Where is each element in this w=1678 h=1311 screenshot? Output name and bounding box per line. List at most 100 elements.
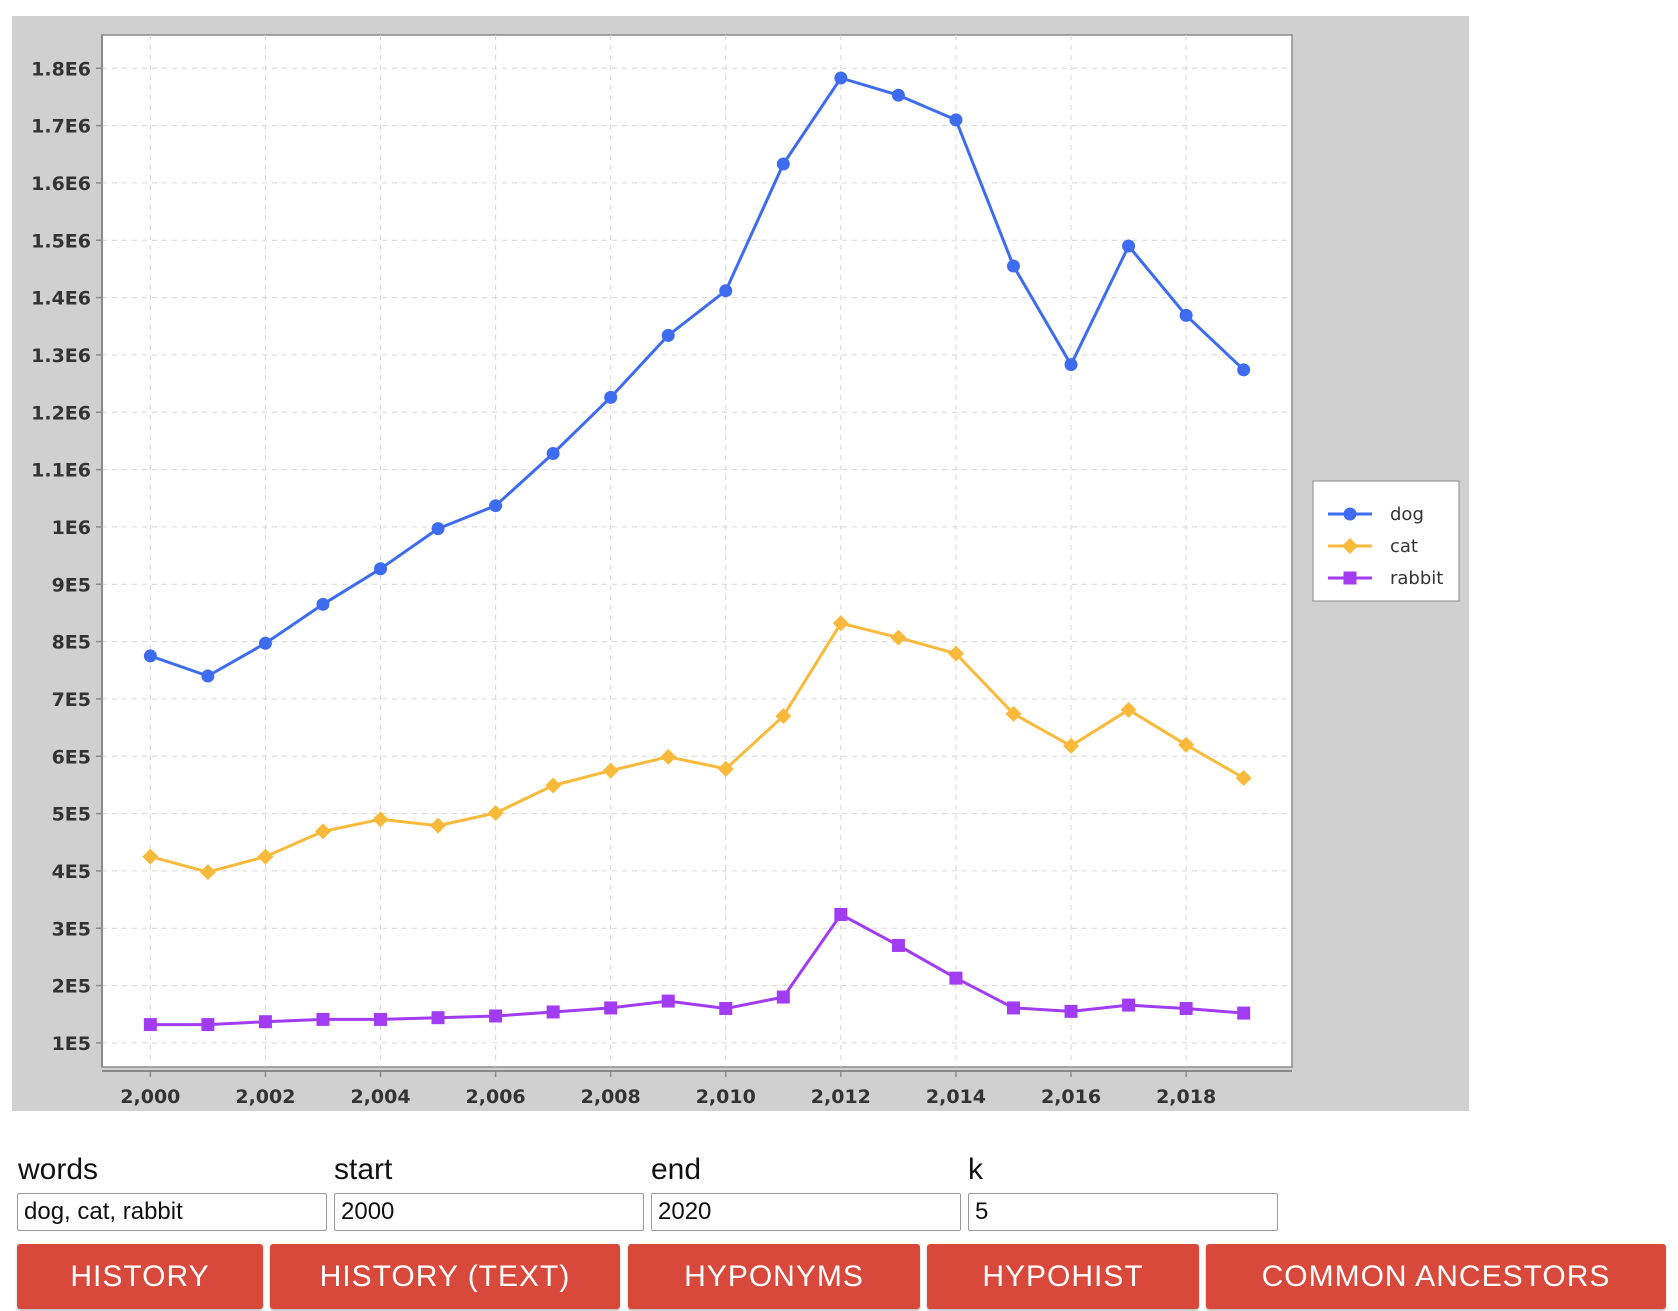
data-point-cat: [314, 823, 331, 840]
x-tick-label: 2,002: [235, 1086, 295, 1108]
y-tick-label: 5E5: [52, 804, 91, 826]
y-tick-label: 1.2E6: [31, 402, 91, 424]
data-point-cat: [487, 805, 504, 822]
data-point-dog: [143, 649, 157, 663]
data-point-dog: [949, 113, 963, 127]
words-input[interactable]: [17, 1193, 327, 1231]
data-point-dog: [258, 636, 272, 650]
data-point-dog: [489, 499, 503, 513]
data-point-dog: [719, 284, 733, 298]
axes: [96, 35, 1292, 1077]
legend-item-dog: dog: [1328, 504, 1424, 525]
x-tick-label: 2,016: [1041, 1086, 1101, 1108]
data-point-cat: [1178, 736, 1195, 753]
data-point-cat: [775, 708, 792, 725]
data-point-dog: [1122, 239, 1136, 253]
data-point-rabbit: [143, 1018, 157, 1032]
grid-lines: [102, 35, 1292, 1067]
legend-label: dog: [1390, 504, 1424, 525]
data-point-cat: [430, 817, 447, 834]
y-tick-label: 2E5: [52, 976, 91, 998]
series-line-rabbit: [150, 913, 1244, 1027]
data-point-dog: [1237, 363, 1251, 377]
data-point-dog: [604, 390, 618, 404]
data-point-dog: [661, 328, 675, 342]
y-tick-label: 1.3E6: [31, 345, 91, 367]
hypohist-button[interactable]: HYPOHIST: [927, 1244, 1199, 1309]
x-tick-label: 2,018: [1156, 1086, 1216, 1108]
legend-marker: [1343, 507, 1357, 521]
data-point-dog: [1006, 259, 1020, 273]
x-tick-label: 2,012: [811, 1086, 871, 1108]
data-point-rabbit: [834, 907, 848, 921]
data-point-cat: [1005, 705, 1022, 722]
y-tick-label: 1.7E6: [31, 116, 91, 138]
y-tick-label: 8E5: [52, 632, 91, 654]
data-point-rabbit: [258, 1015, 272, 1029]
history-button[interactable]: HISTORY: [17, 1244, 263, 1309]
data-point-dog: [431, 522, 445, 536]
end-input[interactable]: [651, 1193, 961, 1231]
series-cat: [142, 615, 1252, 881]
y-tick-label: 7E5: [52, 689, 91, 711]
y-tick-label: 3E5: [52, 918, 91, 940]
series-line-dog: [149, 76, 1245, 678]
data-point-rabbit: [776, 990, 790, 1004]
y-tick-label: 1.1E6: [31, 460, 91, 482]
data-point-rabbit: [604, 1001, 618, 1015]
legend-marker: [1342, 538, 1358, 554]
data-point-dog: [316, 597, 330, 611]
data-point-cat: [1120, 701, 1137, 718]
x-tick-label: 2,010: [696, 1086, 756, 1108]
data-point-rabbit: [891, 938, 905, 952]
y-tick-labels: 1E5 2E5 3E5 4E5 5E5 6E5 7E5 8E5 9E5 1E6 1.1E6 1.2E6…: [31, 58, 91, 1055]
y-tick-label: 6E5: [52, 746, 91, 768]
data-point-cat: [660, 748, 677, 765]
data-point-rabbit: [719, 1002, 733, 1016]
data-point-cat: [1235, 770, 1252, 787]
common-ancestors-button[interactable]: COMMON ANCESTORS: [1206, 1244, 1666, 1309]
y-tick-label: 1E6: [52, 517, 91, 539]
history-text-button[interactable]: HISTORY (TEXT): [270, 1244, 620, 1309]
x-tick-label: 2,004: [350, 1086, 410, 1108]
data-point-rabbit: [949, 971, 963, 985]
series-dog: [143, 71, 1251, 683]
legend-label: rabbit: [1390, 568, 1443, 589]
data-point-rabbit: [316, 1012, 330, 1026]
data-point-dog: [834, 71, 848, 85]
data-point-rabbit: [489, 1009, 503, 1023]
x-tick-labels: 2,000 2,002 2,004 2,006 2,008 2,010 2,012 2,014…: [120, 1086, 1216, 1108]
data-point-rabbit: [1122, 998, 1136, 1012]
data-point-dog: [546, 447, 560, 461]
end-label: end: [651, 1153, 702, 1186]
y-tick-label: 1.6E6: [31, 173, 91, 195]
data-point-rabbit: [431, 1011, 445, 1025]
legend: dog cat rabbit: [1312, 480, 1460, 602]
legend-marker: [1343, 571, 1357, 585]
data-point-cat: [257, 848, 274, 865]
y-tick-label: 9E5: [52, 574, 91, 596]
series-rabbit: [143, 907, 1251, 1032]
legend-item-rabbit: rabbit: [1328, 568, 1443, 589]
k-label: k: [968, 1153, 983, 1186]
legend-box: [1312, 480, 1460, 602]
series-line-cat: [149, 621, 1245, 874]
y-tick-label: 1.8E6: [31, 58, 91, 80]
y-tick-label: 1.5E6: [31, 230, 91, 252]
data-point-rabbit: [1179, 1002, 1193, 1016]
k-input[interactable]: [968, 1193, 1278, 1231]
line-chart: 1E5 2E5 3E5 4E5 5E5 6E5 7E5 8E5 9E5 1E6 1.1E6 1.2E6…: [31, 34, 1460, 1108]
start-label: start: [334, 1153, 393, 1186]
data-point-cat: [142, 848, 159, 865]
start-input[interactable]: [334, 1193, 644, 1231]
x-tick-label: 2,008: [581, 1086, 641, 1108]
hyponyms-button[interactable]: HYPONYMS: [628, 1244, 920, 1309]
data-point-dog: [776, 157, 790, 171]
data-point-rabbit: [1006, 1001, 1020, 1015]
x-tick-label: 2,000: [120, 1086, 180, 1108]
x-tick-label: 2,014: [926, 1086, 986, 1108]
data-point-cat: [717, 760, 734, 777]
data-point-dog: [1179, 308, 1193, 322]
legend-item-cat: cat: [1328, 536, 1418, 557]
x-tick-label: 2,006: [466, 1086, 526, 1108]
